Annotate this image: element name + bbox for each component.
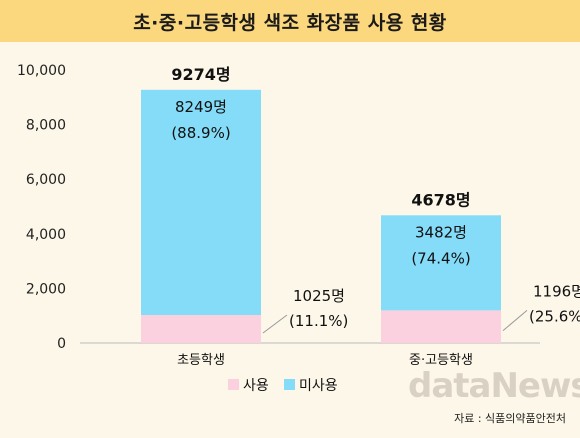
chart-title: 초·중·고등학생 색조 화장품 사용 현황 [133,11,447,34]
y-tick-label: 6,000 [26,172,66,188]
unused-pct-label: (88.9%) [171,124,230,142]
used-pct-label: (11.1%) [289,312,348,330]
legend-swatch [228,379,239,390]
y-tick-label: 4,000 [26,227,66,243]
legend-label: 사용 [243,378,269,394]
used-leader-line [502,309,528,332]
unused-count-label: 3482명 [415,223,467,241]
y-tick-label: 8,000 [26,118,66,134]
total-label: 9274명 [171,65,230,84]
legend-swatch [284,379,295,390]
title-bar: 초·중·고등학생 색조 화장품 사용 현황 [0,0,580,42]
source-note: 자료 : 식품의약품안전처 [454,412,566,425]
legend-label: 미사용 [299,378,338,394]
bar-unused-segment [381,215,501,311]
used-pct-label: (25.6%) [529,307,580,325]
used-count-label: 1025명 [293,287,345,305]
bar-used-segment [381,310,501,343]
bar-used-segment [141,315,261,343]
x-category-label: 중·고등학생 [409,353,473,368]
y-tick-label: 2,000 [26,281,66,297]
y-tick-label: 0 [57,336,66,352]
used-leader-line [262,314,288,334]
watermark-logo: dataNews [408,366,580,406]
y-tick-label: 10,000 [17,63,66,79]
used-count-label: 1196명 [533,282,580,300]
unused-count-label: 8249명 [175,98,227,116]
total-label: 4678명 [411,190,470,209]
x-category-label: 초등학생 [177,353,225,368]
unused-pct-label: (74.4%) [411,249,470,267]
bar-unused-segment [141,89,261,316]
